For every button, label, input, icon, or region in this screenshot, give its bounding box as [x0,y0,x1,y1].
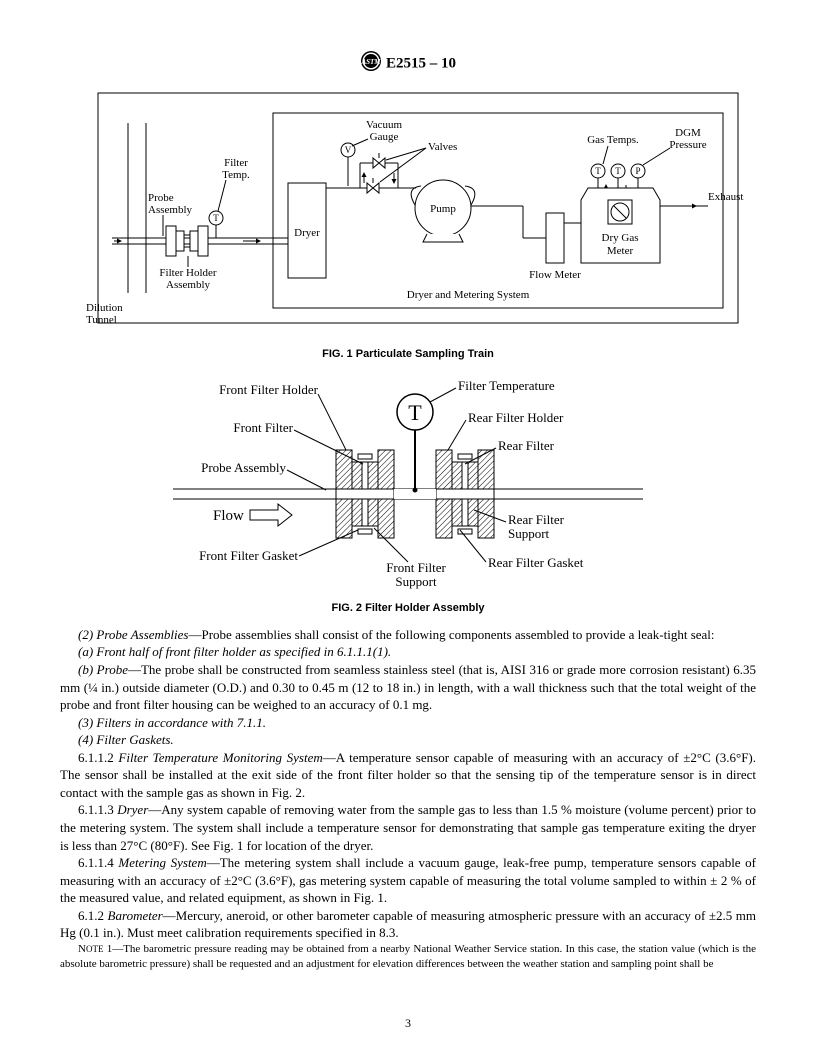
svg-text:Dilution: Dilution [86,302,123,314]
svg-text:DGM: DGM [675,127,701,139]
svg-text:Support: Support [395,574,437,589]
svg-text:Front Filter Gasket: Front Filter Gasket [199,548,298,563]
svg-text:Filter Holder: Filter Holder [159,267,216,279]
svg-text:T: T [595,166,601,176]
svg-text:Support: Support [508,526,550,541]
figure-1-caption: FIG. 1 Particulate Sampling Train [60,347,756,362]
svg-text:Probe Assembly: Probe Assembly [201,460,286,475]
figure-2-diagram: Flow T Front Filter Holder Filter Temper… [158,372,658,597]
svg-text:P: P [635,166,640,176]
svg-text:Dryer and Metering System: Dryer and Metering System [407,289,530,301]
svg-text:Gauge: Gauge [370,131,399,143]
designation-text: E2515 – 10 [386,56,456,72]
svg-text:Front Filter: Front Filter [386,560,446,575]
svg-text:Vacuum: Vacuum [366,119,402,131]
svg-text:Valves: Valves [428,141,457,153]
svg-text:Rear Filter: Rear Filter [508,512,565,527]
svg-text:Rear Filter Gasket: Rear Filter Gasket [488,555,584,570]
body-text: (2) Probe Assemblies—Probe assemblies sh… [60,626,756,972]
svg-text:Temp.: Temp. [222,169,250,181]
svg-text:Exhaust: Exhaust [708,191,743,203]
svg-text:V: V [345,145,352,155]
figure-2-caption: FIG. 2 Filter Holder Assembly [60,601,756,616]
svg-text:Probe: Probe [148,192,174,204]
svg-text:Pressure: Pressure [669,139,706,151]
svg-text:Dryer: Dryer [294,227,320,239]
svg-text:Tunnel: Tunnel [86,314,117,326]
svg-text:Filter Temperature: Filter Temperature [458,378,555,393]
svg-text:T: T [213,213,219,223]
page-header: ASTM E2515 – 10 [60,50,756,78]
svg-text:ASTM: ASTM [360,58,381,66]
svg-text:Flow Meter: Flow Meter [529,269,581,281]
svg-text:Assembly: Assembly [166,279,211,291]
svg-text:Rear Filter Holder: Rear Filter Holder [468,410,564,425]
svg-text:Assembly: Assembly [148,204,193,216]
svg-text:Filter: Filter [224,157,248,169]
astm-logo-icon: ASTM [360,50,382,78]
svg-text:T: T [615,166,621,176]
svg-text:Gas Temps.: Gas Temps. [587,134,639,146]
figure-1-diagram: T Dryer V Pump T T P [68,88,748,343]
svg-text:Front Filter Holder: Front Filter Holder [219,382,319,397]
svg-text:T: T [408,400,422,425]
svg-text:Front Filter: Front Filter [233,420,293,435]
page-number: 3 [0,1015,816,1031]
svg-text:Dry Gas: Dry Gas [602,232,639,244]
svg-text:Meter: Meter [607,245,634,257]
svg-text:Flow: Flow [213,508,244,524]
svg-text:Rear Filter: Rear Filter [498,438,555,453]
svg-text:Pump: Pump [430,203,456,215]
